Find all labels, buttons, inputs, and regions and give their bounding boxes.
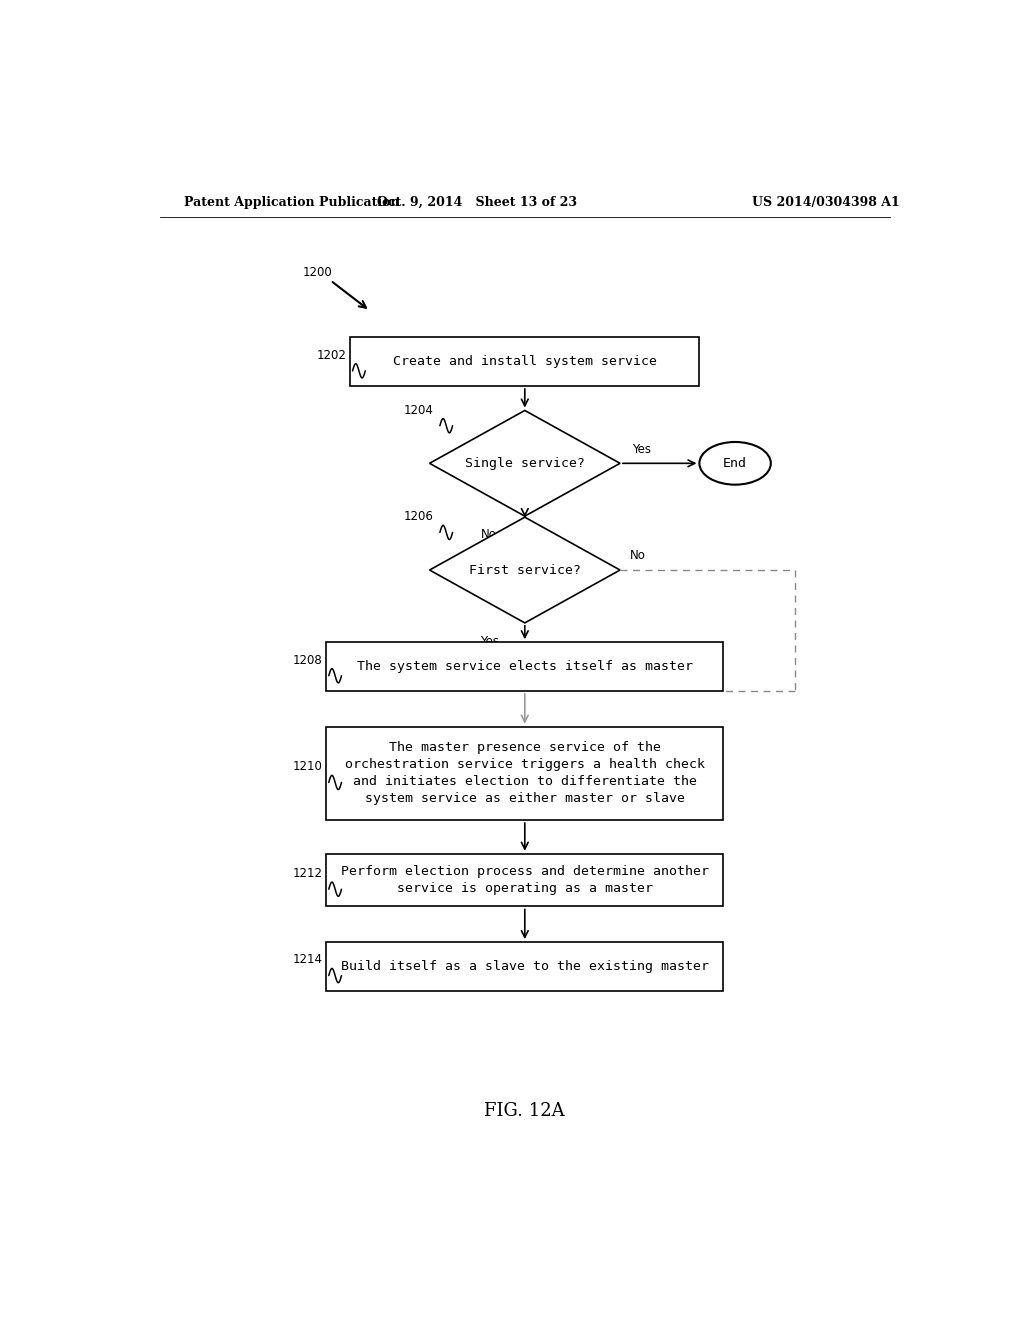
Text: End: End	[723, 457, 748, 470]
FancyBboxPatch shape	[327, 854, 723, 907]
Text: Create and install system service: Create and install system service	[393, 355, 656, 368]
Text: The master presence service of the
orchestration service triggers a health check: The master presence service of the orche…	[345, 742, 705, 805]
FancyBboxPatch shape	[350, 338, 699, 385]
Polygon shape	[430, 411, 620, 516]
Ellipse shape	[699, 442, 771, 484]
Text: US 2014/0304398 A1: US 2014/0304398 A1	[753, 195, 900, 209]
FancyBboxPatch shape	[327, 942, 723, 991]
Text: Oct. 9, 2014   Sheet 13 of 23: Oct. 9, 2014 Sheet 13 of 23	[377, 195, 578, 209]
Text: No: No	[481, 528, 497, 541]
Text: First service?: First service?	[469, 564, 581, 577]
Text: Single service?: Single service?	[465, 457, 585, 470]
Text: 1214: 1214	[293, 953, 323, 966]
Text: Yes: Yes	[479, 635, 499, 648]
Text: 1208: 1208	[293, 653, 323, 667]
Text: Perform election process and determine another
service is operating as a master: Perform election process and determine a…	[341, 865, 709, 895]
Polygon shape	[430, 517, 620, 623]
Text: Build itself as a slave to the existing master: Build itself as a slave to the existing …	[341, 960, 709, 973]
Text: 1202: 1202	[316, 348, 346, 362]
Text: Patent Application Publication: Patent Application Publication	[183, 195, 399, 209]
FancyBboxPatch shape	[327, 643, 723, 690]
Text: 1200: 1200	[303, 265, 333, 279]
Text: The system service elects itself as master: The system service elects itself as mast…	[356, 660, 693, 673]
Text: 1210: 1210	[293, 760, 323, 774]
Text: FIG. 12A: FIG. 12A	[484, 1102, 565, 1119]
Text: 1212: 1212	[293, 867, 323, 880]
Text: 1206: 1206	[403, 511, 433, 523]
Text: 1204: 1204	[403, 404, 433, 417]
FancyBboxPatch shape	[327, 726, 723, 820]
Text: No: No	[630, 549, 645, 562]
Text: Yes: Yes	[632, 442, 651, 455]
